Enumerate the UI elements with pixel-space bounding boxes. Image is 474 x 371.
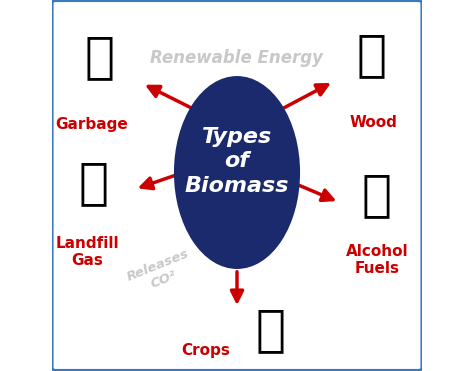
Text: Types
of
Biomass: Types of Biomass	[185, 127, 289, 196]
FancyBboxPatch shape	[52, 0, 422, 371]
Ellipse shape	[174, 76, 300, 269]
Text: 🍇: 🍇	[361, 171, 391, 219]
Text: 🗑: 🗑	[85, 33, 115, 82]
Text: Garbage: Garbage	[55, 117, 128, 132]
Text: Crops: Crops	[181, 343, 230, 358]
Text: 🌲: 🌲	[356, 32, 386, 80]
Text: Landfill
Gas: Landfill Gas	[55, 236, 119, 269]
Text: 🔥: 🔥	[78, 160, 108, 208]
Text: Wood: Wood	[350, 115, 398, 130]
Text: Alcohol
Fuels: Alcohol Fuels	[346, 243, 408, 276]
Text: Renewable Energy: Renewable Energy	[151, 49, 323, 66]
Text: Releases
CO²: Releases CO²	[125, 247, 197, 298]
Text: 🌽: 🌽	[255, 306, 285, 354]
